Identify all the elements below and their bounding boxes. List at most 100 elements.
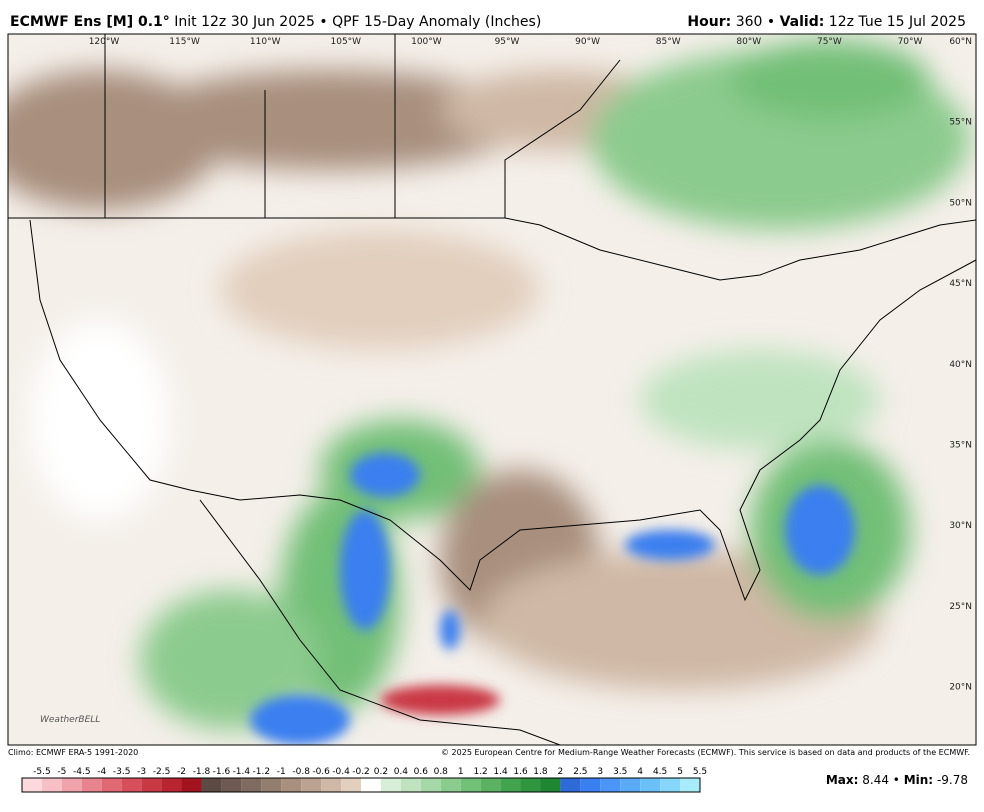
colorbar-swatch [680, 778, 700, 792]
longitude-label: 115°W [169, 37, 200, 47]
colorbar-label: 1.4 [493, 767, 508, 777]
climo-note: Climo: ECMWF ERA-5 1991-2020 [8, 748, 138, 757]
colorbar-swatch [560, 778, 581, 792]
colorbar-label: -0.2 [352, 767, 370, 777]
colorbar-label: -3 [137, 767, 146, 777]
colorbar-swatch [301, 778, 322, 792]
colorbar-label: -2.5 [153, 767, 171, 777]
colorbar-swatch [600, 778, 621, 792]
colorbar-swatch [121, 778, 142, 792]
latitude-label: 55°N [949, 118, 972, 128]
colorbar-label: -4 [97, 767, 106, 777]
colorbar-label: 4.5 [653, 767, 667, 777]
colorbar-label: 0.2 [374, 767, 388, 777]
latitude-label: 40°N [949, 360, 972, 370]
colorbar-swatch [161, 778, 182, 792]
latitude-label: 30°N [949, 521, 972, 531]
colorbar-label: -2 [177, 767, 186, 777]
colorbar-label: -0.6 [312, 767, 330, 777]
longitude-label: 105°W [331, 37, 362, 47]
colorbar-swatch [201, 778, 222, 792]
colorbar-swatch [480, 778, 501, 792]
colorbar-swatch [341, 778, 361, 792]
title: ECMWF Ens [M] 0.1° Init 12z 30 Jun 2025 … [10, 14, 541, 30]
colorbar-label: -1.6 [213, 767, 231, 777]
colorbar-swatch [420, 778, 441, 792]
valid-time: Hour: 360 • Valid: 12z Tue 15 Jul 2025 [687, 14, 966, 30]
longitude-label: 95°W [495, 37, 520, 47]
colorbar-swatch [460, 778, 481, 792]
max-min: Max: 8.44 • Min: -9.78 [826, 773, 968, 787]
latitude-label: 25°N [949, 602, 972, 612]
longitude-label: 85°W [656, 37, 681, 47]
colorbar-label: -0.8 [292, 767, 310, 777]
anomaly-field [8, 40, 970, 730]
colorbar-label: 1.8 [533, 767, 548, 777]
colorbar-swatch [61, 778, 82, 792]
colorbar-swatch [141, 778, 162, 792]
colorbar-label: 0.6 [414, 767, 429, 777]
colorbar-swatch [400, 778, 421, 792]
latitude-label: 50°N [949, 198, 972, 208]
colorbar-swatch [241, 778, 262, 792]
colorbar-swatch [41, 778, 62, 792]
colorbar-swatch [640, 778, 661, 792]
colorbar-label: 0.8 [434, 767, 449, 777]
colorbar-label: 1.2 [473, 767, 487, 777]
logo: WeatherBELL [40, 715, 100, 725]
colorbar-label: 3 [597, 767, 603, 777]
colorbar-label: 2.5 [573, 767, 587, 777]
longitude-label: 110°W [250, 37, 281, 47]
colorbar-swatch [440, 778, 461, 792]
colorbar-label: -3.5 [113, 767, 131, 777]
colorbar-label: -1.4 [233, 767, 251, 777]
colorbar-swatch [520, 778, 541, 792]
longitude-label: 75°W [817, 37, 842, 47]
latitude-label: 45°N [949, 279, 972, 289]
borders [8, 34, 976, 745]
colorbar-swatch [540, 778, 561, 792]
copyright: © 2025 European Centre for Medium-Range … [441, 748, 970, 757]
longitude-label: 100°W [411, 37, 442, 47]
colorbar-swatch [22, 778, 42, 792]
colorbar-swatch [81, 778, 102, 792]
colorbar-swatch [620, 778, 641, 792]
latitude-label: 35°N [949, 441, 972, 451]
colorbar-label: -5 [57, 767, 66, 777]
colorbar-label: 1 [458, 767, 464, 777]
colorbar-label: 4 [637, 767, 643, 777]
latitude-label: 60°N [949, 37, 972, 47]
colorbar-label: 0.4 [394, 767, 409, 777]
map-frame [7, 33, 977, 746]
colorbar-label: -1.8 [193, 767, 211, 777]
colorbar-swatch [321, 778, 342, 792]
colorbar-label: 1.6 [513, 767, 528, 777]
colorbar-swatch [261, 778, 282, 792]
colorbar-label: -4.5 [73, 767, 91, 777]
colorbar-label: -0.4 [332, 767, 350, 777]
colorbar-label: 5 [677, 767, 683, 777]
colorbar-label: -1 [277, 767, 286, 777]
colorbar-label: 3.5 [613, 767, 627, 777]
colorbar-label: -1.2 [253, 767, 271, 777]
longitude-label: 80°W [736, 37, 761, 47]
colorbar-label: 2 [558, 767, 564, 777]
colorbar-swatch [221, 778, 242, 792]
colorbar-label: -5.5 [33, 767, 51, 777]
colorbar-label: 5.5 [693, 767, 707, 777]
map [8, 34, 976, 745]
longitude-label: 90°W [575, 37, 600, 47]
longitude-label: 120°W [89, 37, 120, 47]
colorbar-swatch [580, 778, 601, 792]
colorbar-swatch [380, 778, 401, 792]
colorbar-swatch [101, 778, 122, 792]
colorbar-frame [21, 777, 701, 793]
latitude-label: 20°N [949, 683, 972, 693]
colorbar-swatch [361, 778, 381, 792]
colorbar-swatch [281, 778, 302, 792]
colorbar-swatch [181, 778, 202, 792]
longitude-label: 70°W [898, 37, 923, 47]
colorbar-swatch [500, 778, 521, 792]
